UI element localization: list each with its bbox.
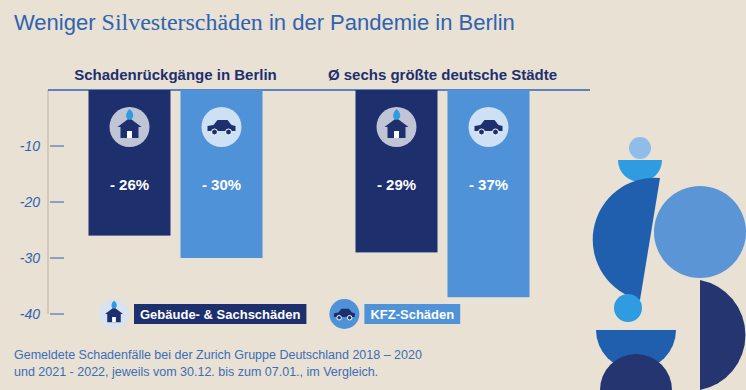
y-tick-label: -10 xyxy=(20,138,40,154)
bar xyxy=(448,90,530,297)
y-axis xyxy=(48,90,49,314)
title-word: Weniger xyxy=(14,10,96,35)
deco-circle xyxy=(629,137,651,159)
bar xyxy=(181,90,263,258)
icon-house xyxy=(121,126,139,138)
legend-box xyxy=(364,304,460,324)
icon-wheel xyxy=(493,129,499,135)
y-tick-label: -20 xyxy=(20,194,40,210)
data-labels: - 26% - 29% - 30% - 37% xyxy=(110,107,509,193)
icon-wheel xyxy=(226,129,232,135)
category-label: Schadenrückgänge in Berlin xyxy=(74,66,277,83)
footnote: und 2021 - 2022, jeweils vom 30.12. bis … xyxy=(14,365,378,379)
y-tick xyxy=(50,146,64,147)
icon-car xyxy=(208,120,236,131)
icon-house xyxy=(388,126,406,138)
icon xyxy=(377,107,417,147)
deco-half xyxy=(700,280,745,390)
legend-box xyxy=(134,304,306,324)
y-tick-label: -30 xyxy=(20,250,40,266)
deco-half xyxy=(593,178,660,300)
icon-wheel xyxy=(337,316,342,321)
title-word: in xyxy=(263,10,286,35)
icon-wheel xyxy=(347,316,352,321)
icon xyxy=(202,107,242,147)
bar xyxy=(356,90,438,252)
icon-flame xyxy=(126,109,133,120)
icon-circle xyxy=(377,107,417,147)
icon-circle xyxy=(469,107,509,147)
icon-car xyxy=(334,309,355,317)
title-word: in xyxy=(429,10,452,35)
chart-root: Weniger Silvesterschäden in der Pandemie… xyxy=(0,0,746,390)
footnote: Gemeldete Schadenfälle bei der Zurich Gr… xyxy=(14,348,422,362)
icon xyxy=(469,107,509,147)
legend: Gebäude- & Sachschäden KFZ-Schäden xyxy=(99,299,460,329)
data-label: - 37% xyxy=(469,176,508,193)
icon-door xyxy=(112,317,116,322)
bar xyxy=(89,90,171,236)
bars xyxy=(89,90,530,297)
icon xyxy=(99,299,129,329)
decoration xyxy=(593,137,746,390)
title-word: Pandemie xyxy=(324,10,429,35)
icon xyxy=(110,107,150,147)
deco-half xyxy=(600,354,672,390)
category-label: Ø sechs größte deutsche Städte xyxy=(328,66,557,83)
icon-flame xyxy=(393,109,400,120)
icon-circle xyxy=(99,299,129,329)
deco-circle xyxy=(654,186,746,278)
deco-circle xyxy=(614,294,642,322)
icon-wheel xyxy=(479,129,485,135)
icon-circle xyxy=(110,107,150,147)
legend-label: KFZ-Schäden xyxy=(370,307,454,322)
data-label: - 30% xyxy=(202,176,241,193)
icon-flame xyxy=(111,301,116,309)
icon-car xyxy=(475,120,503,131)
data-label: - 26% xyxy=(110,176,149,193)
data-label: - 29% xyxy=(377,176,416,193)
icon-door xyxy=(127,131,132,138)
icon-wheel xyxy=(212,129,218,135)
y-tick xyxy=(50,202,64,203)
title-word: Berlin xyxy=(452,10,514,35)
legend-label: Gebäude- & Sachschäden xyxy=(140,307,300,322)
title-word: Silvesterschäden xyxy=(96,9,263,35)
icon-house xyxy=(107,313,121,322)
icon xyxy=(329,299,359,329)
icon-circle xyxy=(202,107,242,147)
y-tick xyxy=(50,314,64,315)
background xyxy=(0,0,746,390)
y-tick-label: -40 xyxy=(20,306,40,322)
title: Weniger Silvesterschäden in der Pandemie… xyxy=(14,9,515,35)
y-tick xyxy=(50,258,64,259)
icon-door xyxy=(394,131,399,138)
title-word: der xyxy=(286,10,324,35)
icon-circle xyxy=(329,299,359,329)
